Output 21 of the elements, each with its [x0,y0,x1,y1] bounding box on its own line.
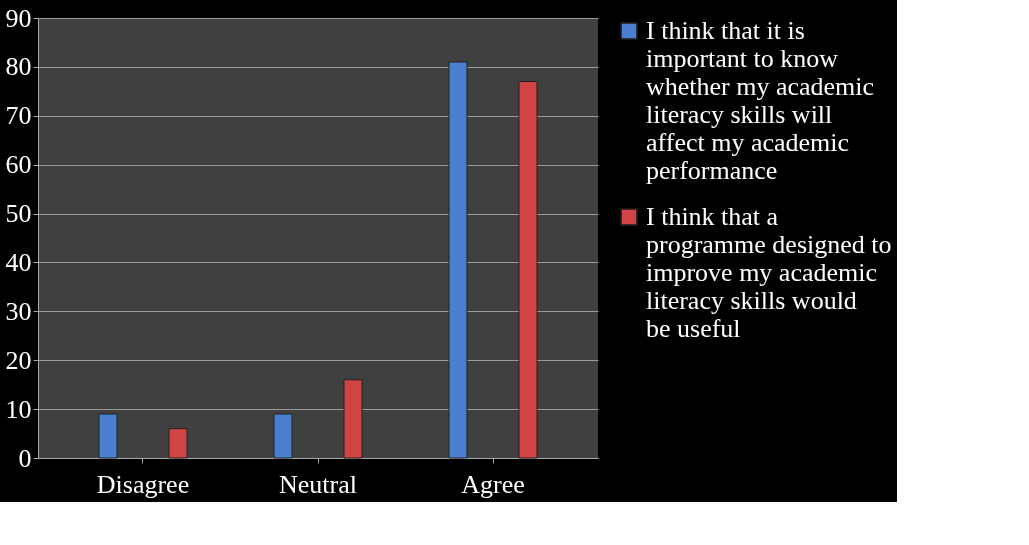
y-tick-label: 10 [5,394,32,424]
y-tick-label: 80 [5,52,32,82]
bar [98,413,118,459]
y-tick-label: 0 [18,443,32,473]
y-tick-label: 90 [5,3,32,33]
bar [168,428,188,459]
x-tick-label: Agree [461,469,525,499]
legend-label: I think that it is important to know whether my academic literacy skills will affect my academic performance [646,16,875,185]
y-tick-label: 30 [5,296,32,326]
x-tick-label: Disagree [96,469,190,499]
y-tick-label: 60 [5,150,32,180]
y-tick-label: 40 [5,247,32,277]
bar [343,379,363,459]
bar [273,413,293,459]
y-tick-label: 20 [5,345,32,375]
y-tick-label: 50 [5,199,32,229]
bar [448,61,468,459]
bar [518,81,538,459]
y-tick-label: 70 [5,101,32,131]
legend-label: I think that a programme designed to improve my academic literacy skills would be useful [646,202,892,343]
x-tick-label: Neutral [279,469,357,499]
